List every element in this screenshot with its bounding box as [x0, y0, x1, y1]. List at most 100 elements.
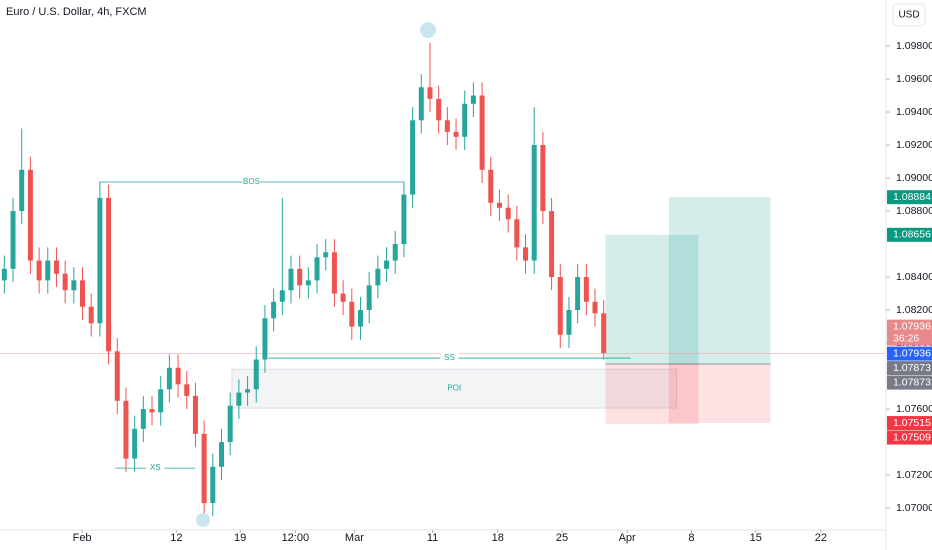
price-label: 1.07936	[893, 320, 931, 332]
candle-body	[496, 202, 502, 208]
price-label: 1.07873	[893, 376, 931, 388]
x-tick-label: 22	[815, 532, 827, 544]
y-tick-label: 1.08400	[896, 271, 932, 283]
candle-body	[288, 268, 294, 291]
x-tick-label: 12	[170, 532, 182, 544]
candle-body	[253, 359, 259, 390]
marker-bottom	[196, 513, 210, 527]
price-label: 1.08884	[893, 191, 931, 203]
x-tick-label: Apr	[619, 532, 636, 544]
poi-label: POI	[447, 384, 461, 393]
level-label: XS	[150, 463, 161, 472]
price-label-bg	[887, 361, 932, 376]
currency-button[interactable]	[892, 3, 926, 27]
price-label-bg	[887, 375, 932, 390]
candle-body	[10, 211, 16, 269]
candle-body	[392, 244, 398, 261]
loss-zone	[668, 364, 771, 424]
x-tick-label: 19	[234, 532, 246, 544]
candle-body	[479, 95, 485, 170]
candle-body	[297, 268, 303, 286]
price-label: 1.07936	[893, 347, 931, 359]
candle-body	[592, 301, 598, 314]
price-label: 1.07509	[893, 431, 931, 443]
candle-body	[583, 277, 589, 302]
x-tick-label: 11	[427, 532, 438, 544]
price-label-bg	[887, 190, 932, 205]
candle-body	[462, 103, 468, 137]
x-tick-label: Mar	[345, 532, 364, 544]
candle-body	[323, 252, 329, 258]
candle-body	[36, 260, 42, 281]
price-label-bg	[887, 346, 932, 361]
candle-body	[601, 313, 607, 353]
candle-body	[53, 260, 59, 274]
y-tick-label: 1.09000	[896, 172, 932, 184]
candle-body	[375, 268, 381, 286]
level-label: BOS	[243, 177, 260, 186]
candle-body	[453, 131, 459, 137]
poi-zone	[231, 368, 677, 409]
price-label-bg	[887, 416, 932, 431]
level-label-bg	[242, 177, 261, 188]
loss-zone	[605, 364, 699, 425]
candle-body	[236, 392, 242, 406]
candle-body	[436, 98, 442, 121]
level-label-bg	[146, 463, 165, 474]
candle-body	[184, 384, 190, 396]
candle-body	[349, 301, 355, 327]
candle-body	[549, 211, 555, 278]
candle-body	[27, 169, 33, 261]
candle-body	[470, 95, 476, 104]
candle-body	[88, 306, 94, 324]
candle-body	[340, 293, 346, 302]
candle-body	[488, 169, 494, 203]
candle-body	[201, 433, 207, 504]
candle-body	[123, 400, 129, 459]
countdown: 36:26	[893, 332, 919, 344]
y-tick-label: 1.08200	[896, 304, 932, 316]
candle-body	[384, 260, 390, 269]
candle-body	[71, 280, 77, 291]
level-label: SS	[444, 353, 455, 362]
candle-body	[305, 280, 311, 286]
candle-body	[106, 197, 112, 352]
y-tick-label: 1.07200	[896, 469, 932, 481]
candle-body	[140, 409, 146, 429]
candle-body	[314, 257, 320, 281]
candle-body	[219, 442, 224, 467]
candle-body	[514, 219, 520, 248]
candle-body	[357, 310, 363, 327]
candle-body	[444, 120, 450, 132]
candle-body	[210, 466, 216, 504]
price-label-bg	[887, 430, 932, 445]
y-tick-label: 1.09400	[896, 106, 932, 118]
candle-body	[175, 367, 181, 385]
y-tick-label: 1.09200	[896, 139, 932, 151]
y-tick-label: 1.07600	[896, 403, 932, 415]
candle-body	[427, 87, 433, 99]
candle-body	[279, 290, 285, 302]
candle-body	[1, 268, 7, 281]
candle-body	[366, 285, 372, 311]
price-label-bg	[887, 319, 932, 346]
candle-body	[271, 301, 277, 319]
candle-body	[418, 87, 424, 121]
candle-body	[19, 169, 25, 212]
x-tick-label: 18	[492, 532, 504, 544]
currency[interactable]: USD	[898, 10, 919, 21]
candle-body	[410, 120, 416, 195]
y-tick-label: 1.09800	[896, 40, 932, 52]
y-tick-label: 1.08800	[896, 205, 932, 217]
candle-body	[331, 252, 337, 294]
candle-body	[192, 395, 198, 434]
level-label-bg	[440, 353, 459, 364]
candle-body	[80, 280, 86, 307]
candle-body	[132, 428, 138, 459]
candle-body	[262, 318, 268, 360]
candle-body	[557, 277, 563, 335]
candle-body	[227, 405, 233, 443]
candle-body	[114, 351, 120, 401]
